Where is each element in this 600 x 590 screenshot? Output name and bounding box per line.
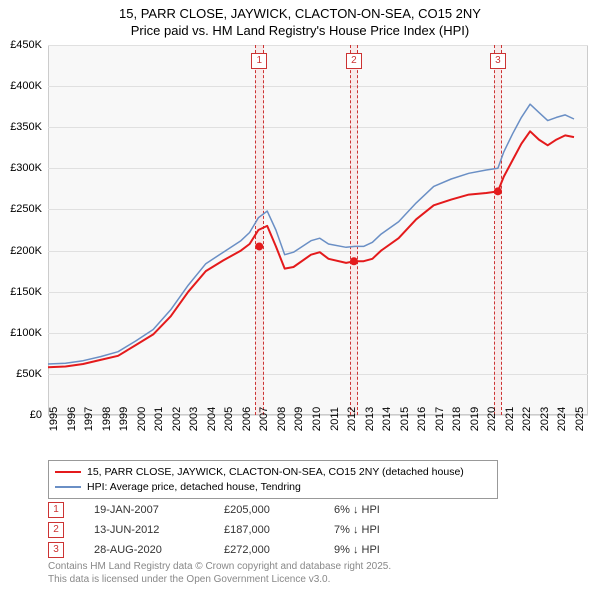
x-tick-label: 1996	[66, 407, 78, 431]
x-tick-label: 2011	[329, 407, 341, 431]
sales-row-diff: 9% ↓ HPI	[334, 544, 414, 556]
x-tick-label: 2010	[311, 407, 323, 431]
sale-point	[350, 257, 358, 265]
x-tick-label: 2021	[504, 407, 516, 431]
sales-row-price: £205,000	[224, 504, 304, 516]
y-tick-label: £150K	[10, 286, 42, 298]
x-tick-label: 2016	[416, 407, 428, 431]
x-tick-label: 2013	[364, 407, 376, 431]
sale-point	[494, 187, 502, 195]
sales-row-date: 28-AUG-2020	[94, 544, 194, 556]
sales-row-diff: 6% ↓ HPI	[334, 504, 414, 516]
y-tick-label: £250K	[10, 203, 42, 215]
chart-container: 15, PARR CLOSE, JAYWICK, CLACTON-ON-SEA,…	[0, 0, 600, 590]
x-tick-label: 1999	[118, 407, 130, 431]
x-tick-label: 2007	[258, 407, 270, 431]
title-line1: 15, PARR CLOSE, JAYWICK, CLACTON-ON-SEA,…	[119, 6, 481, 21]
legend-row: 15, PARR CLOSE, JAYWICK, CLACTON-ON-SEA,…	[55, 465, 491, 480]
footnote-line2: This data is licensed under the Open Gov…	[48, 574, 330, 585]
sales-table: 1 19-JAN-2007 £205,000 6% ↓ HPI 2 13-JUN-2012…	[48, 500, 414, 560]
sales-row-price: £272,000	[224, 544, 304, 556]
legend-row: HPI: Average price, detached house, Tend…	[55, 480, 491, 495]
sale-marker: 3	[490, 53, 506, 69]
y-tick-label: £400K	[10, 80, 42, 92]
chart-title: 15, PARR CLOSE, JAYWICK, CLACTON-ON-SEA,…	[0, 0, 600, 40]
sales-table-row: 1 19-JAN-2007 £205,000 6% ↓ HPI	[48, 500, 414, 520]
x-tick-label: 2015	[399, 407, 411, 431]
chart-lines-svg	[48, 45, 588, 415]
legend-label: 15, PARR CLOSE, JAYWICK, CLACTON-ON-SEA,…	[87, 465, 464, 480]
sale-marker: 2	[346, 53, 362, 69]
x-tick-label: 2000	[136, 407, 148, 431]
sales-row-index: 2	[48, 522, 64, 538]
x-tick-label: 2022	[521, 407, 533, 431]
sales-table-row: 3 28-AUG-2020 £272,000 9% ↓ HPI	[48, 540, 414, 560]
legend-swatch	[55, 471, 81, 473]
sale-marker: 1	[251, 53, 267, 69]
sale-point	[255, 242, 263, 250]
x-tick-label: 2003	[188, 407, 200, 431]
x-tick-label: 2025	[574, 407, 586, 431]
y-tick-label: £100K	[10, 327, 42, 339]
y-tick-label: £0	[30, 409, 42, 421]
y-tick-label: £350K	[10, 121, 42, 133]
sales-row-price: £187,000	[224, 524, 304, 536]
x-tick-label: 2014	[381, 407, 393, 431]
legend-swatch	[55, 486, 81, 488]
sales-row-diff: 7% ↓ HPI	[334, 524, 414, 536]
y-tick-label: £300K	[10, 162, 42, 174]
legend: 15, PARR CLOSE, JAYWICK, CLACTON-ON-SEA,…	[48, 460, 498, 499]
x-tick-label: 2005	[223, 407, 235, 431]
sales-row-date: 13-JUN-2012	[94, 524, 194, 536]
y-tick-label: £200K	[10, 245, 42, 257]
x-tick-label: 2019	[469, 407, 481, 431]
sales-row-date: 19-JAN-2007	[94, 504, 194, 516]
x-tick-label: 2001	[153, 407, 165, 431]
sales-row-index: 3	[48, 542, 64, 558]
chart-plot-area: 123 £0£50K£100K£150K£200K£250K£300K£350K…	[48, 45, 588, 415]
x-tick-label: 2020	[486, 407, 498, 431]
legend-label: HPI: Average price, detached house, Tend…	[87, 480, 301, 495]
series-line-hpi	[48, 104, 574, 364]
sales-row-index: 1	[48, 502, 64, 518]
x-tick-label: 2009	[293, 407, 305, 431]
x-tick-label: 2024	[556, 407, 568, 431]
title-line2: Price paid vs. HM Land Registry's House …	[131, 23, 469, 38]
series-line-property	[48, 131, 574, 367]
x-tick-label: 2023	[539, 407, 551, 431]
x-tick-label: 2017	[434, 407, 446, 431]
y-tick-label: £50K	[16, 368, 42, 380]
x-tick-label: 2004	[206, 407, 218, 431]
x-tick-label: 2008	[276, 407, 288, 431]
footnote: Contains HM Land Registry data © Crown c…	[48, 560, 391, 586]
footnote-line1: Contains HM Land Registry data © Crown c…	[48, 561, 391, 572]
sales-table-row: 2 13-JUN-2012 £187,000 7% ↓ HPI	[48, 520, 414, 540]
x-tick-label: 1997	[83, 407, 95, 431]
x-tick-label: 2002	[171, 407, 183, 431]
x-tick-label: 2018	[451, 407, 463, 431]
x-tick-label: 1995	[48, 407, 60, 431]
x-tick-label: 2012	[346, 407, 358, 431]
x-tick-label: 2006	[241, 407, 253, 431]
y-tick-label: £450K	[10, 39, 42, 51]
x-tick-label: 1998	[101, 407, 113, 431]
